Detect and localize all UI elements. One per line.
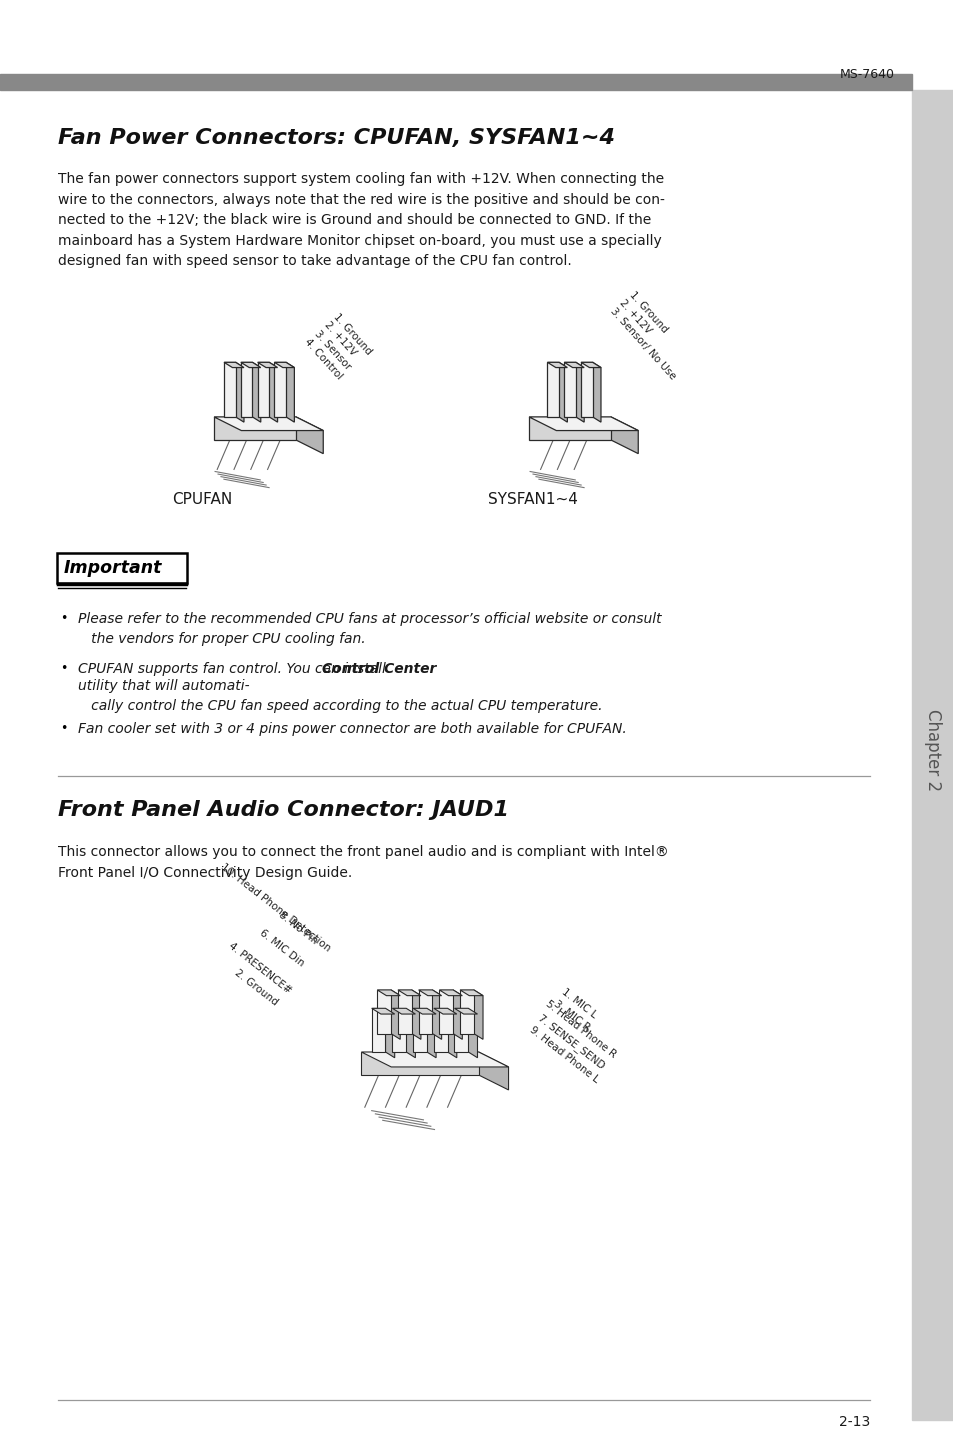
Bar [0, 74, 911, 90]
Polygon shape [274, 362, 294, 368]
Polygon shape [439, 990, 462, 995]
Text: SYSFAN1~4: SYSFAN1~4 [488, 493, 578, 507]
Polygon shape [361, 1053, 508, 1067]
Text: Important: Important [64, 558, 162, 577]
Polygon shape [392, 1008, 406, 1053]
Text: Chapter 2: Chapter 2 [923, 709, 941, 790]
Text: 1. MIC L: 1. MIC L [559, 987, 598, 1020]
Polygon shape [580, 362, 600, 368]
Text: CPUFAN supports fan control. You can install: CPUFAN supports fan control. You can ins… [78, 662, 390, 676]
Text: •: • [60, 722, 68, 735]
Text: Front Panel Audio Connector: JAUD1: Front Panel Audio Connector: JAUD1 [58, 800, 509, 821]
Polygon shape [376, 990, 391, 1034]
Polygon shape [418, 990, 441, 995]
Polygon shape [447, 1008, 456, 1058]
Polygon shape [361, 1053, 478, 1075]
Text: 2-13: 2-13 [838, 1415, 869, 1429]
Text: CPUFAN: CPUFAN [172, 493, 232, 507]
Polygon shape [454, 1008, 477, 1014]
Text: 6. MIC Din: 6. MIC Din [257, 928, 306, 968]
Polygon shape [213, 417, 295, 440]
Polygon shape [563, 362, 583, 368]
Polygon shape [459, 990, 474, 1034]
Polygon shape [385, 1008, 395, 1058]
Polygon shape [372, 1008, 395, 1014]
Polygon shape [224, 362, 235, 417]
Polygon shape [547, 362, 567, 368]
Polygon shape [434, 1008, 447, 1053]
Polygon shape [434, 1008, 456, 1014]
Polygon shape [413, 1008, 426, 1053]
FancyBboxPatch shape [57, 553, 187, 583]
Text: 2. Ground: 2. Ground [233, 968, 280, 1008]
Polygon shape [576, 362, 583, 422]
Polygon shape [413, 1008, 436, 1014]
Text: This connector allows you to connect the front panel audio and is compliant with: This connector allows you to connect the… [58, 845, 668, 879]
Polygon shape [558, 362, 567, 422]
Polygon shape [468, 1008, 477, 1058]
Bar [911, 90, 953, 1421]
Text: MS-7640: MS-7640 [840, 67, 894, 82]
Polygon shape [592, 362, 600, 422]
Polygon shape [391, 990, 400, 1040]
Text: utility that will automati-
   cally control the CPU fan speed according to the : utility that will automati- cally contro… [78, 679, 602, 713]
Polygon shape [478, 1053, 508, 1090]
Polygon shape [269, 362, 277, 422]
Polygon shape [580, 362, 592, 417]
Text: Please refer to the recommended CPU fans at processor’s official website or cons: Please refer to the recommended CPU fans… [78, 611, 661, 646]
Polygon shape [459, 990, 482, 995]
Text: 9. Head Phone L: 9. Head Phone L [527, 1025, 600, 1085]
Polygon shape [253, 362, 260, 422]
Text: 10. Head Phone Detection: 10. Head Phone Detection [218, 862, 332, 954]
Polygon shape [372, 1008, 385, 1053]
Polygon shape [529, 417, 638, 431]
Text: 5. Head Phone R: 5. Head Phone R [543, 998, 618, 1060]
Polygon shape [547, 362, 558, 417]
Polygon shape [213, 417, 323, 431]
Polygon shape [257, 362, 269, 417]
Polygon shape [426, 1008, 436, 1058]
Polygon shape [406, 1008, 415, 1058]
Polygon shape [439, 990, 453, 1034]
Polygon shape [474, 990, 482, 1040]
Polygon shape [397, 990, 420, 995]
Text: The fan power connectors support system cooling fan with +12V. When connecting t: The fan power connectors support system … [58, 172, 664, 268]
Polygon shape [295, 417, 323, 454]
Text: 3. MIC R: 3. MIC R [552, 1000, 591, 1032]
Text: Fan Power Connectors: CPUFAN, SYSFAN1~4: Fan Power Connectors: CPUFAN, SYSFAN1~4 [58, 127, 615, 147]
Polygon shape [235, 362, 244, 422]
Polygon shape [610, 417, 638, 454]
Text: 4. PRESENCE#: 4. PRESENCE# [226, 941, 293, 995]
Polygon shape [454, 1008, 468, 1053]
Polygon shape [286, 362, 294, 422]
Polygon shape [274, 362, 286, 417]
Text: 1. Ground
2. +12V
3. Sensor
4. Control: 1. Ground 2. +12V 3. Sensor 4. Control [303, 311, 374, 382]
Text: •: • [60, 611, 68, 624]
Polygon shape [453, 990, 462, 1040]
Polygon shape [240, 362, 260, 368]
Polygon shape [563, 362, 576, 417]
Polygon shape [224, 362, 244, 368]
Polygon shape [392, 1008, 415, 1014]
Text: 8. No Pin: 8. No Pin [276, 909, 318, 947]
Text: Fan cooler set with 3 or 4 pins power connector are both available for CPUFAN.: Fan cooler set with 3 or 4 pins power co… [78, 722, 626, 736]
Polygon shape [240, 362, 253, 417]
Text: Control Center: Control Center [321, 662, 436, 676]
Polygon shape [397, 990, 412, 1034]
Polygon shape [418, 990, 432, 1034]
Polygon shape [529, 417, 610, 440]
Text: 7. SENSE_SEND: 7. SENSE_SEND [536, 1012, 606, 1071]
Polygon shape [376, 990, 400, 995]
Text: 1. Ground
2. +12V
3. Sensor/ No Use: 1. Ground 2. +12V 3. Sensor/ No Use [607, 289, 696, 382]
Polygon shape [257, 362, 277, 368]
Polygon shape [432, 990, 441, 1040]
Polygon shape [412, 990, 420, 1040]
Text: •: • [60, 662, 68, 674]
